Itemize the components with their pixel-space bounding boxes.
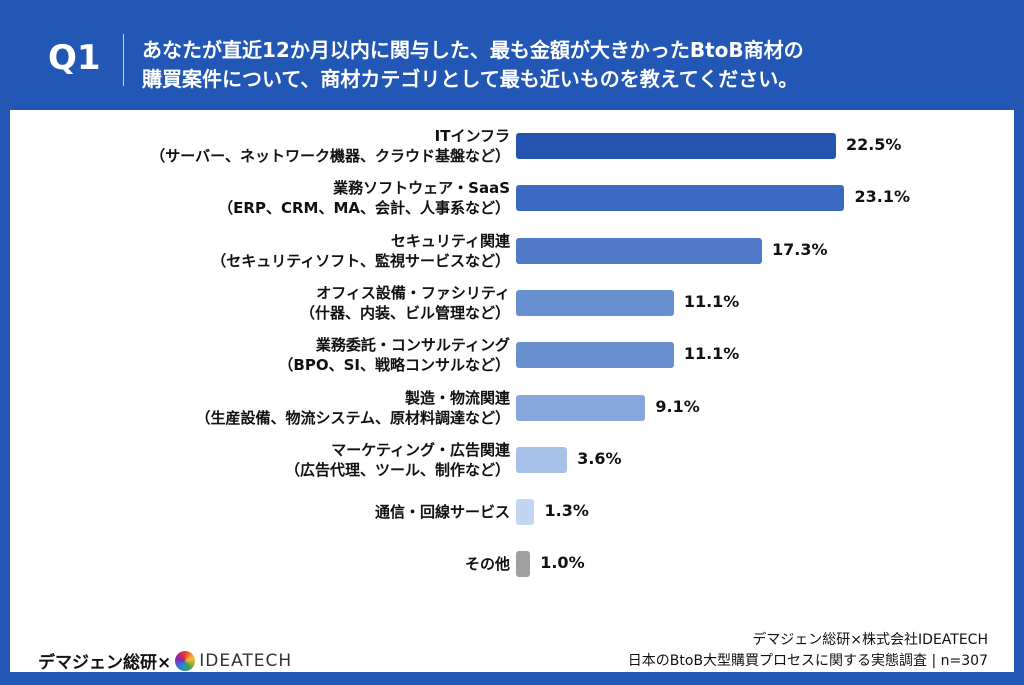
bar bbox=[516, 185, 845, 212]
bar bbox=[516, 551, 531, 578]
category-name: その他 bbox=[464, 555, 510, 574]
category-detail: （セキュリティソフト、監視サービスなど） bbox=[211, 251, 510, 270]
category-name: 業務ソフトウェア・SaaS bbox=[333, 179, 510, 198]
value-label: 22.5% bbox=[845, 135, 902, 154]
value-label: 11.1% bbox=[683, 344, 740, 364]
bar bbox=[516, 446, 568, 473]
category-name: ITインフラ bbox=[434, 127, 510, 145]
divider bbox=[123, 34, 124, 86]
category-name: 業務委託・コンサルティング bbox=[315, 336, 510, 355]
question-number: Q1 bbox=[48, 38, 101, 78]
source-note: デマジェン総研×株式会社IDEATECH 日本のBtoB大型購買プロセスに関する… bbox=[628, 630, 988, 672]
category-detail: （BPO、SI、戦略コンサルなど） bbox=[278, 356, 510, 375]
source-line-1: デマジェン総研×株式会社IDEATECH bbox=[752, 632, 988, 648]
source-line-2: 日本のBtoB大型購買プロセスに関する実態調査 | n=307 bbox=[627, 653, 988, 669]
bar bbox=[516, 237, 762, 264]
category-detail: （什器、内装、ビル管理など） bbox=[299, 303, 510, 322]
value-label: 1.0% bbox=[540, 553, 585, 573]
ideatech-logo-icon bbox=[175, 650, 196, 671]
category-label: その他 bbox=[465, 554, 510, 574]
category-label: 業務委託・コンサルティング （BPO、SI、戦略コンサルなど） bbox=[278, 335, 510, 375]
question-text: あなたが直近12か月以内に関与した、最も金額が大きかったBtoB商材の 購買案件… bbox=[142, 36, 804, 94]
value-label: 9.1% bbox=[655, 396, 700, 416]
category-label: マーケティング・広告関連 （広告代理、ツール、制作など） bbox=[285, 440, 510, 480]
category-name: オフィス設備・ファシリティ bbox=[316, 283, 510, 302]
category-label: 通信・回線サービス bbox=[375, 502, 510, 522]
category-name: マーケティング・広告関連 bbox=[331, 440, 510, 459]
value-label: 1.3% bbox=[544, 501, 589, 521]
bar bbox=[516, 289, 674, 316]
category-name: セキュリティ関連 bbox=[390, 231, 510, 250]
value-label: 23.1% bbox=[854, 187, 910, 207]
category-label: セキュリティ関連 （セキュリティソフト、監視サービスなど） bbox=[211, 231, 510, 271]
footer-brand: デマジェン総研× IDEATECH bbox=[38, 648, 292, 673]
bar bbox=[516, 342, 674, 369]
category-label: 業務ソフトウェア・SaaS （ERP、CRM、MA、会計、人事系など） bbox=[218, 178, 510, 218]
question-line-1: あなたが直近12か月以内に関与した、最も金額が大きかったBtoB商材の bbox=[142, 38, 804, 62]
chart-card bbox=[10, 110, 1014, 672]
category-detail: （生産設備、物流システム、原材料調達など） bbox=[195, 408, 510, 427]
bar bbox=[516, 499, 535, 526]
bar bbox=[516, 133, 836, 159]
brand-text: デマジェン総研× bbox=[38, 653, 172, 673]
category-label: 製造・物流関連 （生産設備、物流システム、原材料調達など） bbox=[195, 388, 510, 428]
category-label: ITインフラ （サーバー、ネットワーク機器、クラウド基盤など） bbox=[150, 126, 510, 166]
category-name: 通信・回線サービス bbox=[374, 503, 510, 522]
category-name: 製造・物流関連 bbox=[404, 388, 510, 407]
category-detail: （広告代理、ツール、制作など） bbox=[284, 460, 510, 479]
category-detail: （ERP、CRM、MA、会計、人事系など） bbox=[218, 199, 510, 218]
ideatech-logo-text: IDEATECH bbox=[199, 650, 293, 671]
value-label: 17.3% bbox=[772, 239, 828, 259]
value-label: 11.1% bbox=[683, 291, 740, 311]
question-line-2: 購買案件について、商材カテゴリとして最も近いものを教えてください。 bbox=[142, 67, 799, 91]
category-label: オフィス設備・ファシリティ （什器、内装、ビル管理など） bbox=[300, 283, 510, 323]
category-detail: （サーバー、ネットワーク機器、クラウド基盤など） bbox=[150, 147, 510, 165]
bar bbox=[516, 394, 646, 421]
value-label: 3.6% bbox=[577, 448, 622, 468]
